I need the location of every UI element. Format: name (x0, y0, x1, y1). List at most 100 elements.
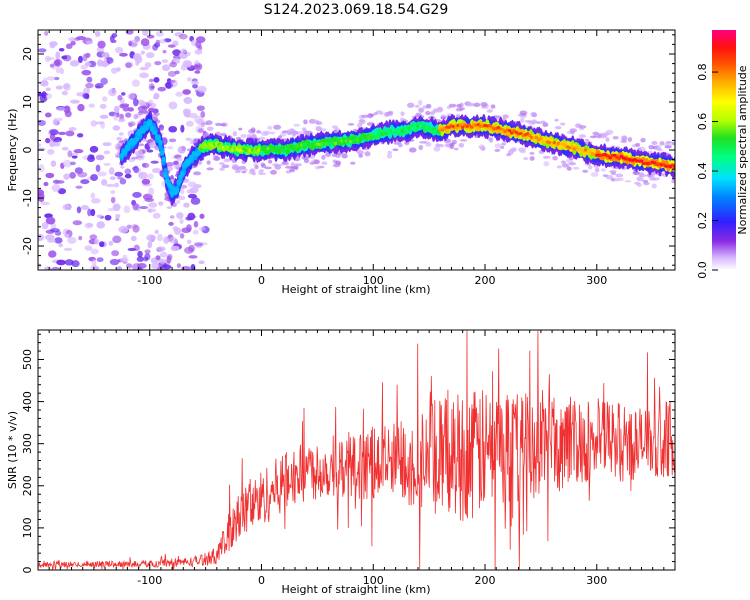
spectrogram-halo-blob (459, 139, 468, 142)
spectrogram-halo-blob (314, 166, 321, 170)
spectrogram-noise-blob (40, 201, 50, 206)
spectrogram-noise-blob (78, 235, 83, 241)
spectrogram-halo-blob (289, 168, 295, 172)
spectrogram-halo-blob (568, 162, 576, 166)
spectrogram-halo-blob (166, 206, 173, 209)
spectrogram-halo-blob (535, 121, 542, 124)
spectrogram-noise-blob (131, 79, 140, 87)
spectrogram-noise-blob (80, 64, 88, 70)
spectrogram-ridge-cell (196, 149, 202, 156)
spectrogram-noise-blob (141, 105, 147, 110)
spectrogram-ridge-core (467, 123, 472, 127)
spectrogram-ridge-core (617, 156, 621, 161)
spectrogram-halo-blob (159, 127, 164, 131)
spectrogram-halo-blob (486, 109, 493, 113)
spectrogram-halo-blob (232, 131, 238, 137)
spectrogram-noise-blob (167, 145, 174, 150)
spectrogram-noise-blob (169, 236, 178, 244)
spectrogram-halo-blob (387, 110, 394, 115)
snr-xtick-label: 0 (258, 574, 265, 587)
spectrogram-noise-blob (151, 262, 160, 270)
spectrogram-noise-blob (64, 110, 72, 118)
spectrogram-noise-blob (132, 224, 140, 233)
spectrogram-noise-blob (124, 173, 132, 179)
spectrogram-noise-blob (167, 70, 177, 77)
spectrogram-halo-blob (386, 153, 393, 159)
spectrogram-noise-blob (58, 131, 66, 136)
spectrogram-halo-blob (185, 137, 192, 141)
spectrogram-noise-blob (176, 263, 181, 269)
spectrogram-halo-blob (232, 163, 238, 169)
spectrogram-halo-blob (648, 144, 653, 149)
spectrogram-noise-blob (161, 59, 169, 63)
spectrogram-noise-blob (82, 93, 90, 99)
spectrogram-halo-blob (554, 118, 559, 122)
spectrogram-halo-blob (530, 111, 537, 118)
spectrogram-halo-blob (596, 135, 603, 139)
spectrogram-ridge-core (358, 137, 362, 141)
spectrogram-noise-blob (155, 39, 161, 45)
spectrogram-noise-blob (67, 236, 77, 244)
spectrogram-halo-blob (458, 142, 465, 148)
spectrogram-halo-blob (387, 150, 392, 154)
spectrogram-noise-blob (71, 155, 78, 159)
spectrogram-halo-blob (223, 158, 231, 163)
spectrogram-noise-blob (187, 193, 198, 199)
spectrogram-halo-blob (335, 160, 342, 166)
spectrogram-halo-blob (379, 112, 384, 115)
spectrogram-noise-blob (38, 164, 45, 172)
spectrogram-noise-blob (156, 233, 163, 242)
spectrogram-halo-blob (433, 146, 441, 152)
spectrogram-noise-blob (165, 161, 175, 167)
spectrogram-noise-blob (158, 258, 167, 264)
spectrogram-ridge-core (297, 145, 302, 150)
spectrogram-noise-blob (43, 77, 48, 84)
spectrogram-noise-blob (92, 258, 97, 267)
spectrogram-noise-blob (85, 82, 94, 89)
spectrogram-ridge-core (639, 159, 644, 163)
spectrogram-xlabel: Height of straight line (km) (281, 283, 430, 296)
spectrogram-noise-blob (55, 117, 64, 122)
spectrogram-halo-blob (180, 184, 188, 189)
spectrogram-noise-blob (186, 189, 194, 194)
spectrogram-halo-blob (494, 143, 503, 149)
spectrogram-noise-blob (117, 118, 126, 123)
spectrogram-halo-blob (552, 155, 558, 161)
spectrogram-noise-blob (127, 93, 136, 100)
spectrogram-halo-blob (524, 120, 533, 123)
spectrogram-noise-blob (45, 137, 51, 144)
spectrogram-noise-blob (152, 212, 161, 219)
spectrogram-noise-blob (173, 227, 182, 235)
spectrogram-halo-blob (404, 141, 410, 145)
spectrogram-noise-blob (97, 59, 103, 67)
spectrogram-noise-blob (56, 259, 66, 266)
spectrogram-halo-blob (566, 130, 574, 134)
spectrogram-noise-blob (101, 51, 109, 58)
spectrogram-halo-blob (352, 128, 358, 132)
spectrogram-halo-blob (392, 148, 399, 152)
spectrogram-halo-blob (115, 154, 121, 158)
spectrogram-halo-blob (490, 104, 496, 109)
spectrogram-noise-blob (132, 98, 139, 107)
spectrogram-ridge-core (539, 136, 543, 140)
spectrogram-ridge-core (534, 135, 539, 140)
spectrogram-halo-blob (304, 130, 310, 136)
spectrogram-noise-blob (148, 78, 154, 83)
spectrogram-halo-blob (285, 162, 290, 166)
spectrogram-noise-blob (56, 106, 66, 112)
spectrogram-noise-blob (195, 40, 202, 49)
spectrogram-noise-blob (168, 125, 178, 133)
spectrogram-noise-blob (77, 171, 88, 178)
spectrogram-halo-blob (578, 134, 587, 138)
spectrogram-halo-blob (293, 123, 300, 127)
spectrogram-halo-blob (671, 179, 675, 184)
spectrogram-noise-blob (183, 113, 190, 118)
spectrogram-halo-blob (250, 127, 256, 133)
spectrogram-halo-blob (260, 131, 269, 137)
spectrogram-halo-blob (610, 178, 616, 182)
spectrogram-ridge-core (489, 125, 494, 129)
spectrogram-noise-blob (45, 172, 55, 179)
spectrogram-noise-blob (45, 87, 51, 92)
spectrogram-noise-blob (167, 44, 176, 48)
spectrogram-noise-blob (102, 142, 112, 147)
